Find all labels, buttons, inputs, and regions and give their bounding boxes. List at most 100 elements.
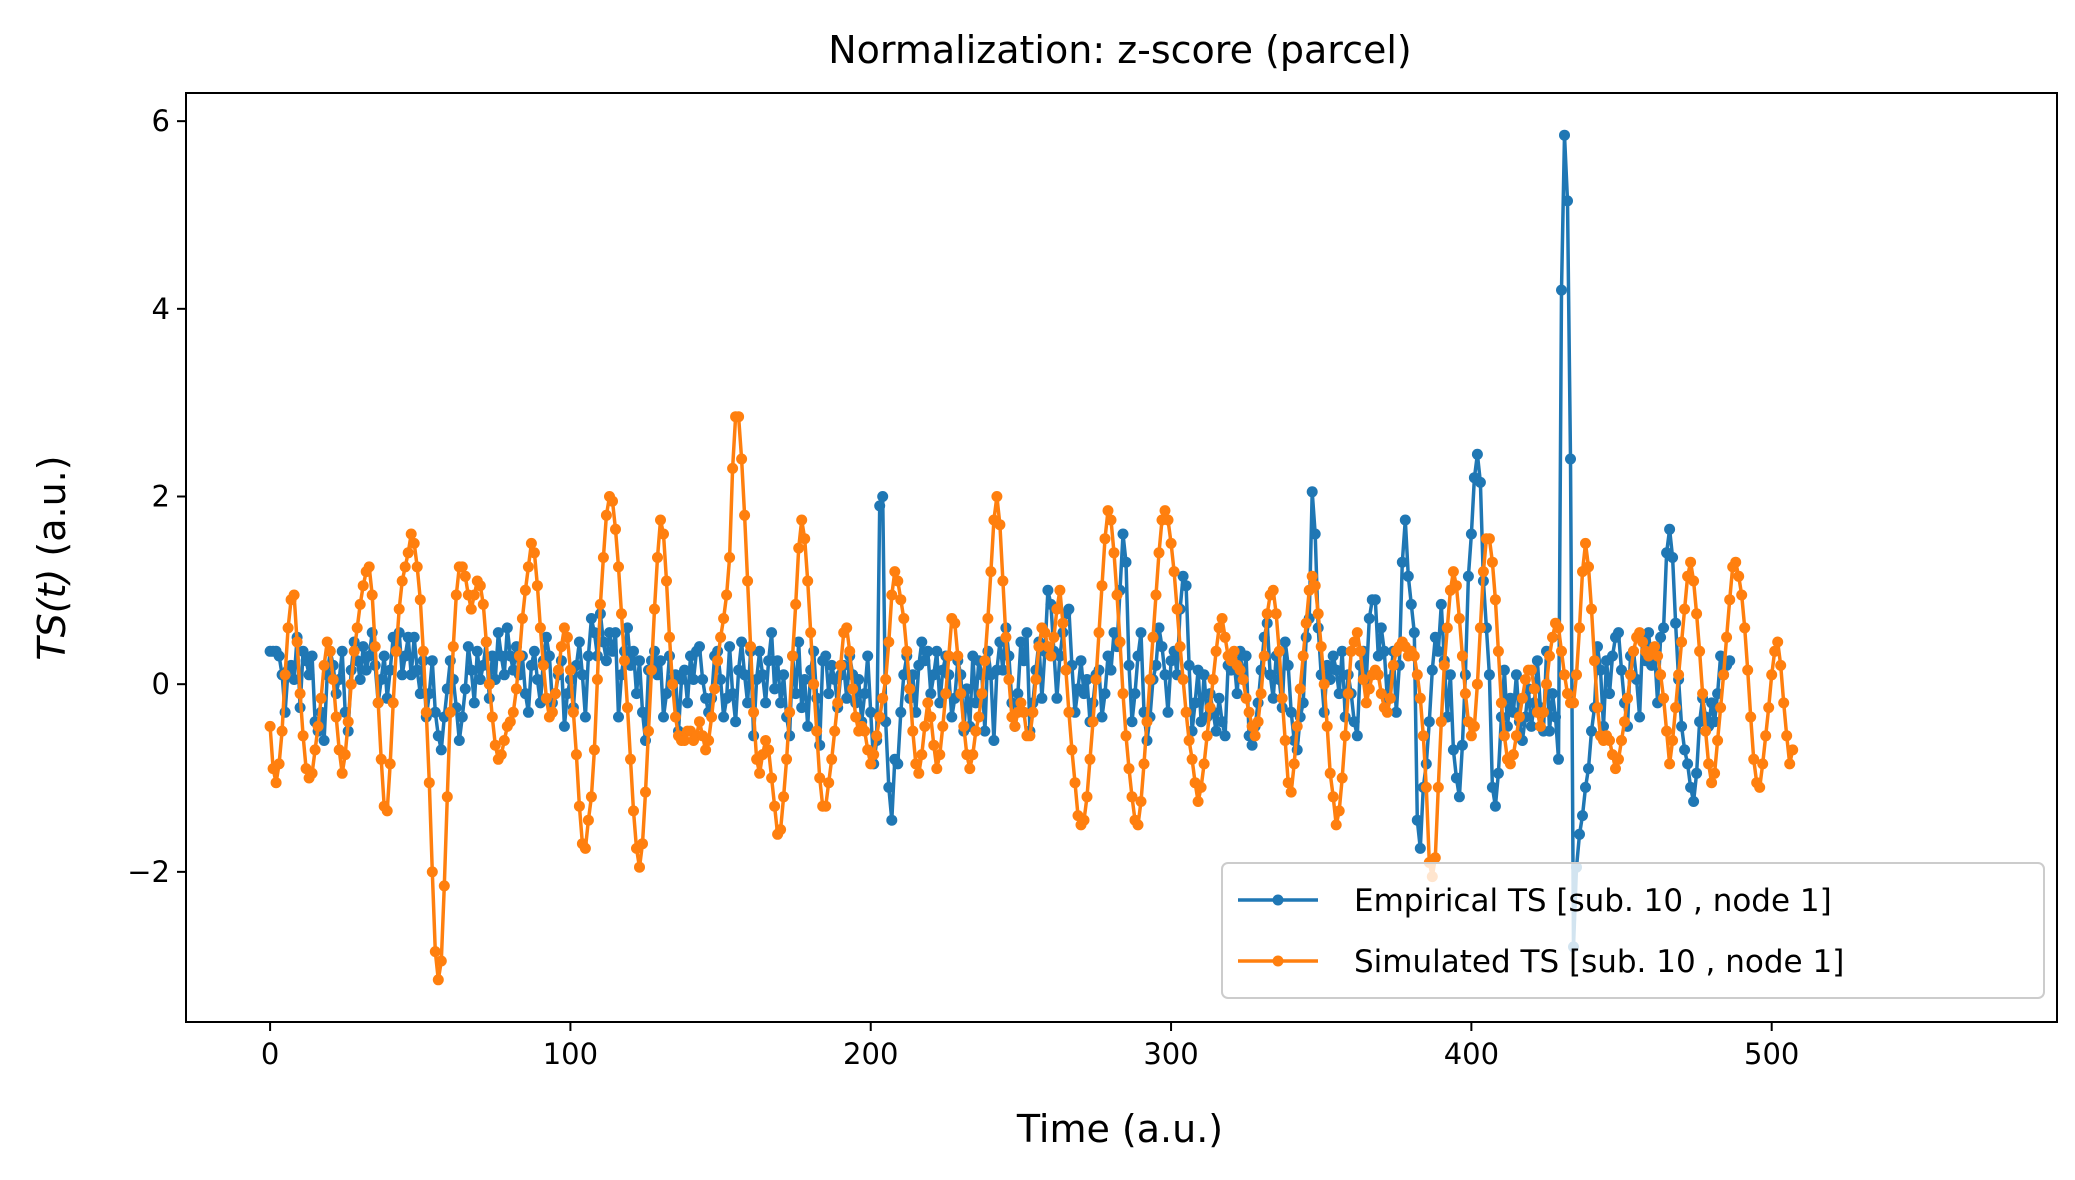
data-point [859,725,871,737]
data-point [811,725,823,737]
data-point [1658,692,1670,704]
data-point [1345,645,1357,657]
data-point [1525,720,1537,732]
data-point [486,711,498,723]
data-point [1697,688,1709,700]
data-point [1240,692,1252,704]
data-point [279,669,291,681]
data-point [408,631,420,643]
data-point [880,674,892,685]
data-point [474,674,486,685]
data-point [934,749,946,761]
data-point [585,613,597,624]
data-point [363,561,375,573]
data-point [1171,603,1183,615]
data-point [1234,664,1246,676]
data-point [808,678,820,690]
data-point [468,589,480,601]
data-point [1616,735,1627,746]
data-point [1471,448,1483,460]
data-point [1417,730,1429,742]
data-point [1219,631,1231,643]
data-point [709,683,721,695]
data-point [1099,533,1111,545]
data-point [1384,692,1396,704]
data-point [1586,725,1597,737]
data-point [847,683,859,695]
data-point [1477,566,1489,578]
data-point [1547,631,1558,643]
data-point [1544,650,1555,662]
data-point [1051,603,1063,615]
data-point [1504,692,1516,704]
data-point [336,767,348,779]
data-point [1724,594,1736,606]
data-point [1249,730,1261,742]
data-point [670,711,681,723]
data-point [1712,735,1724,746]
data-point [327,674,339,685]
data-point [474,580,486,592]
data-point [1138,758,1150,770]
data-point [904,683,916,695]
data-point [396,575,408,587]
data-point [309,744,321,756]
data-point [1456,739,1468,751]
data-point [1616,664,1627,676]
data-point [1507,749,1519,761]
data-point [922,645,934,657]
data-point [564,664,576,676]
data-point [661,575,672,587]
data-point [1162,706,1174,718]
data-point [1685,556,1697,568]
data-point [492,627,504,639]
data-point [829,725,841,737]
y-tick-label: 6 [152,104,170,138]
data-point [585,791,597,803]
data-point [1186,753,1198,765]
data-point [1243,706,1255,718]
y-axis-ticks: −2 0 2 4 6 [127,104,186,889]
data-point [946,711,958,723]
x-axis-label: Time (a.u.) [1016,1107,1223,1151]
data-point [516,613,528,624]
data-point [600,655,612,667]
data-point [1468,720,1480,732]
data-point [955,688,967,700]
data-point [1571,669,1582,681]
data-point [453,735,465,746]
data-point [1069,777,1081,789]
data-point [895,594,907,606]
data-point [1213,622,1225,634]
data-point [1339,730,1351,742]
data-point [1000,631,1012,643]
data-point [444,706,456,718]
data-point [1273,645,1285,657]
data-point [1333,688,1345,700]
data-point [1063,603,1075,615]
data-point [1673,669,1685,681]
data-point [456,561,468,573]
data-point [540,631,552,643]
data-point [1231,688,1243,700]
data-point [1027,706,1039,718]
data-point [525,659,537,671]
series-line-simulated [268,414,1795,982]
data-point [360,664,372,676]
data-point [288,589,300,601]
data-point [790,598,802,610]
y-axis-label-italic: TS(t) [30,569,74,661]
data-point [931,645,943,657]
data-point [1096,711,1108,723]
data-point [1652,650,1664,662]
data-point [907,725,919,737]
data-point [1132,819,1144,831]
data-point [540,692,552,704]
data-point [931,763,943,775]
data-point [1438,659,1450,671]
data-point [862,650,874,662]
data-point [1724,655,1736,667]
data-point [1192,796,1204,807]
data-point [504,716,516,728]
data-point [625,753,636,765]
